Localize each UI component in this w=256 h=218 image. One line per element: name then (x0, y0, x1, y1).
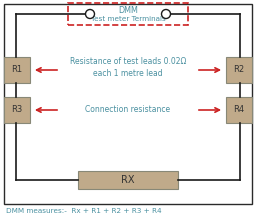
Text: RX: RX (121, 175, 135, 185)
Text: R1: R1 (12, 65, 23, 75)
Bar (78, 171, 178, 189)
Text: each 1 metre lead: each 1 metre lead (93, 68, 163, 78)
Bar (4, 97, 30, 123)
Text: R3: R3 (11, 106, 23, 114)
Bar (226, 57, 252, 83)
Bar (68, 3, 188, 25)
Bar (4, 57, 30, 83)
Text: Test meter Terminals: Test meter Terminals (91, 16, 165, 22)
Circle shape (162, 10, 170, 19)
Text: Connection resistance: Connection resistance (86, 106, 170, 114)
Text: R4: R4 (233, 106, 244, 114)
Text: DMM measures:-  Rx + R1 + R2 + R3 + R4: DMM measures:- Rx + R1 + R2 + R3 + R4 (6, 208, 162, 214)
Circle shape (86, 10, 94, 19)
Text: R2: R2 (233, 65, 244, 75)
Text: DMM: DMM (118, 5, 138, 15)
Text: Resistance of test leads 0.02Ω: Resistance of test leads 0.02Ω (70, 58, 186, 66)
Bar (226, 97, 252, 123)
